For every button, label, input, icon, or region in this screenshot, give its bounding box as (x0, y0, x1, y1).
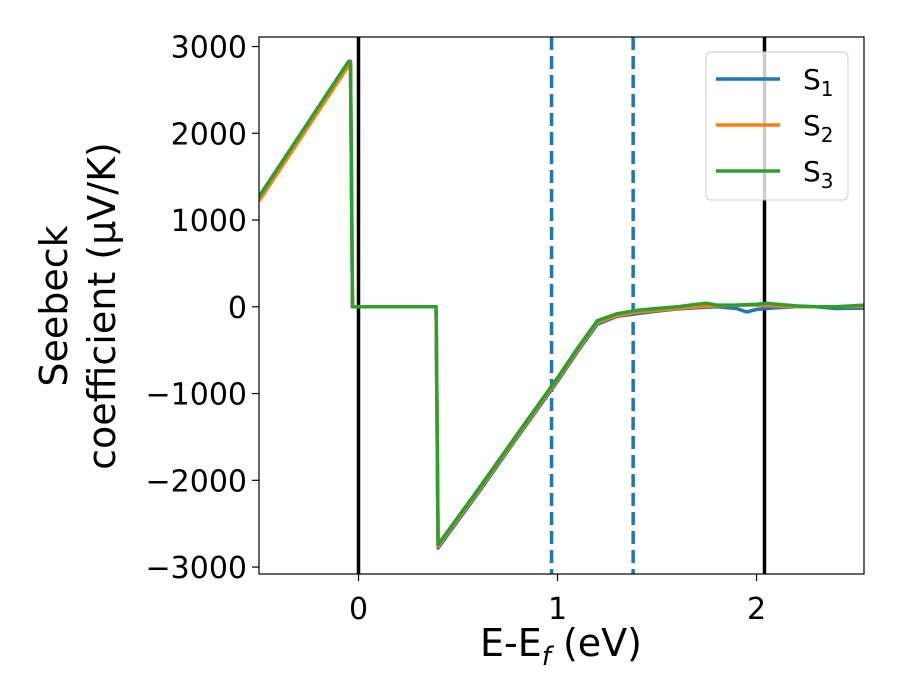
y-tick-label: −1000 (146, 378, 247, 413)
y-axis-label-line-1: Seebeck (32, 225, 76, 386)
plot-frame (258, 36, 865, 575)
series-line-s3 (259, 59, 864, 547)
y-tick-label: 1000 (171, 204, 247, 239)
y-tick-label: 0 (228, 291, 247, 326)
x-tick-label: 1 (548, 592, 567, 627)
y-tick-label: 2000 (171, 117, 247, 152)
x-tick-label: 0 (349, 592, 368, 627)
x-axis-label: E-Ef (eV) (480, 621, 642, 672)
y-tick-label: −3000 (146, 551, 247, 586)
y-axis-ticks: −3000 −2000 −1000 0 1000 2000 3000 (146, 31, 259, 586)
y-tick-label: −2000 (146, 464, 247, 499)
legend: S1 S2 S3 (705, 51, 849, 201)
legend-label-s2: S2 (803, 109, 834, 147)
y-axis-label: Seebeck coefficient (μV/K) (32, 142, 124, 470)
y-axis-label-line-2: coefficient (μV/K) (80, 142, 124, 470)
y-tick-label: 3000 (171, 31, 247, 66)
series-layer (259, 59, 864, 550)
legend-label-s3: S3 (803, 155, 834, 193)
legend-label-s1: S1 (803, 63, 834, 101)
x-axis-ticks: 0 1 2 (349, 574, 766, 627)
x-tick-label: 2 (747, 592, 766, 627)
